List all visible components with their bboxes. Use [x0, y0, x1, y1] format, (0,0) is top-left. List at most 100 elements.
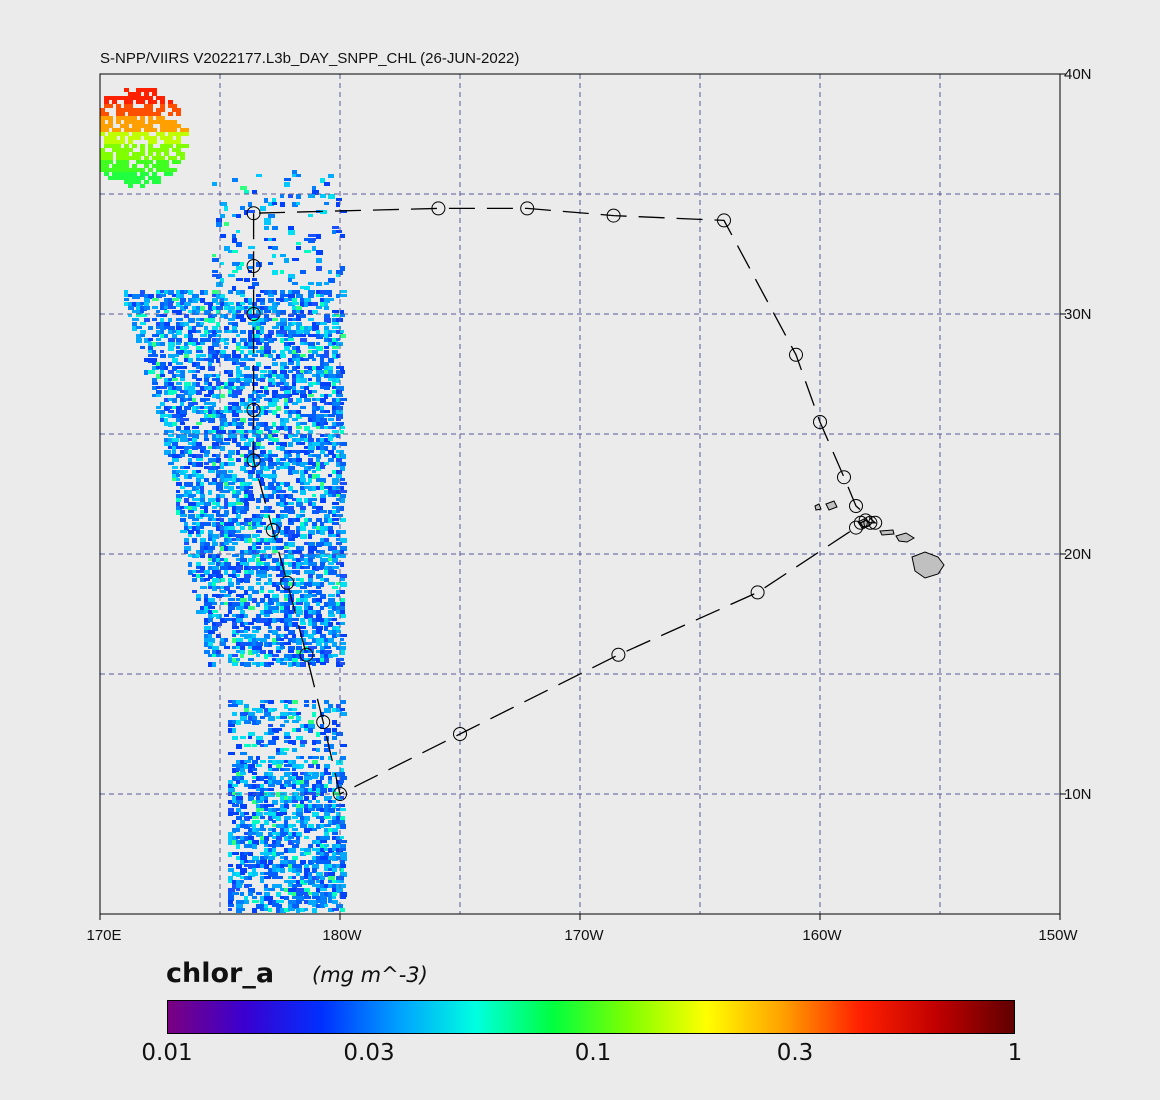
chl-pixel [296, 174, 301, 177]
chl-pixel [232, 286, 236, 291]
chl-pixel [236, 362, 242, 365]
chl-pixel [152, 180, 157, 184]
chl-pixel [168, 290, 174, 295]
chl-pixel [240, 804, 247, 809]
chl-pixel [284, 534, 289, 537]
chl-pixel [276, 904, 282, 908]
chl-pixel [312, 302, 318, 306]
chl-pixel [332, 586, 338, 589]
chl-pixel [300, 800, 304, 804]
chl-pixel [324, 852, 329, 856]
chl-pixel [304, 820, 308, 824]
chl-pixel [276, 442, 283, 445]
chl-pixel [284, 880, 291, 883]
chl-pixel [124, 128, 129, 132]
chl-pixel [280, 808, 287, 812]
chl-pixel [268, 382, 275, 387]
chl-pixel [256, 566, 262, 569]
chl-pixel [200, 334, 207, 337]
chl-pixel [304, 848, 311, 853]
chl-pixel [176, 446, 181, 449]
chl-pixel [240, 772, 246, 775]
chl-pixel [156, 390, 162, 394]
chl-pixel [256, 438, 261, 443]
chl-pixel [252, 426, 259, 431]
chl-pixel [288, 650, 294, 653]
chl-pixel [160, 128, 165, 132]
chl-pixel [268, 662, 274, 665]
chl-pixel [164, 322, 170, 326]
chl-pixel [212, 622, 219, 627]
chl-pixel [248, 470, 255, 474]
chl-pixel [292, 566, 297, 569]
chl-pixel [288, 800, 294, 803]
chl-pixel [300, 880, 307, 885]
chl-pixel [212, 582, 216, 586]
chl-pixel [324, 426, 329, 429]
chl-pixel [108, 152, 113, 156]
chl-pixel [336, 852, 342, 855]
chl-pixel [224, 206, 228, 211]
chl-pixel [248, 374, 255, 378]
chl-pixel [252, 514, 259, 519]
chl-pixel [116, 128, 121, 132]
chl-pixel [280, 642, 284, 647]
chl-pixel [156, 394, 161, 397]
chl-pixel [256, 784, 263, 788]
chl-pixel [296, 326, 303, 330]
chl-pixel [284, 768, 290, 771]
chl-pixel [244, 864, 248, 867]
chl-pixel [244, 442, 251, 447]
chl-pixel [264, 538, 271, 543]
chl-pixel [264, 238, 270, 241]
chl-pixel [156, 338, 161, 341]
chl-pixel [172, 156, 177, 160]
chl-pixel [140, 322, 146, 325]
chl-pixel [108, 124, 113, 128]
chl-pixel [240, 478, 245, 483]
chl-pixel [232, 518, 238, 523]
chl-pixel [268, 740, 274, 745]
chl-pixel [216, 338, 220, 343]
chl-pixel [244, 358, 249, 361]
chl-pixel [288, 880, 293, 885]
chl-pixel [280, 908, 286, 913]
chl-pixel [284, 594, 290, 599]
chl-pixel [248, 646, 254, 649]
chl-pixel [340, 310, 344, 315]
chl-pixel [248, 378, 252, 383]
chl-pixel [252, 708, 259, 711]
chl-pixel [268, 486, 273, 490]
chl-pixel [300, 562, 304, 565]
chl-pixel [304, 486, 308, 489]
chl-pixel [332, 322, 339, 325]
chl-pixel [280, 900, 284, 903]
chl-pixel [332, 518, 339, 521]
chl-pixel [296, 558, 301, 563]
chl-pixel [332, 506, 336, 509]
chl-pixel [116, 120, 121, 124]
lat-label-20n: 20N [1064, 546, 1092, 563]
chl-pixel [244, 784, 248, 787]
chl-pixel [260, 776, 264, 781]
chl-pixel [220, 394, 225, 398]
chl-pixel [196, 354, 200, 359]
chl-pixel [268, 458, 273, 462]
chl-pixel [292, 310, 297, 315]
chl-pixel [228, 394, 234, 397]
chl-pixel [336, 370, 340, 374]
chl-pixel [204, 546, 211, 550]
chl-pixel [244, 566, 251, 571]
chl-pixel [324, 700, 329, 704]
chl-pixel [304, 614, 310, 619]
chl-pixel [312, 896, 318, 899]
chl-pixel [308, 486, 315, 491]
chl-pixel [244, 502, 249, 506]
chl-pixel [336, 582, 343, 585]
chl-pixel [168, 398, 174, 401]
chl-pixel [288, 550, 294, 554]
chl-pixel [200, 446, 206, 451]
chl-pixel [212, 378, 218, 381]
chl-pixel [244, 630, 248, 633]
